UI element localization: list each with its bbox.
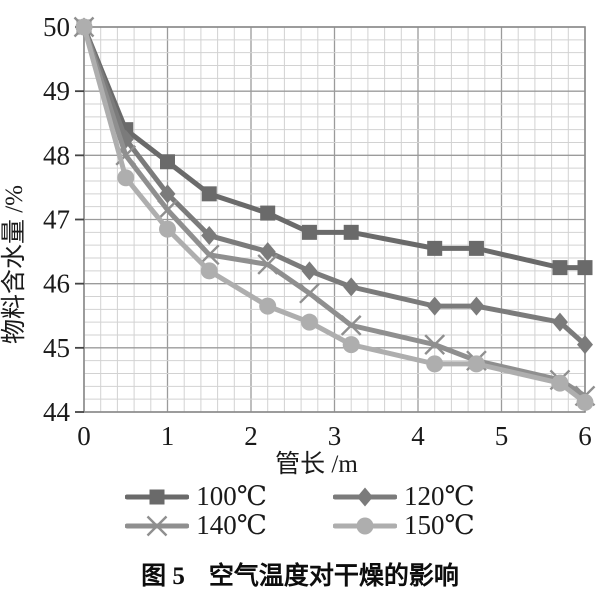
legend-sample-x: [125, 515, 190, 536]
x-tick-label: 2: [244, 421, 258, 451]
circle-marker: [426, 355, 444, 373]
legend-item-100c: 100℃: [125, 482, 267, 511]
diamond-marker: [201, 226, 218, 246]
legend-item-120c: 120℃: [333, 482, 475, 511]
legend-sample-diamond: [333, 487, 397, 506]
circle-marker: [356, 517, 374, 534]
diamond-marker: [551, 312, 568, 332]
y-tick-label: 47: [43, 205, 70, 235]
square-marker: [160, 154, 175, 170]
legend-item-150c: 150℃: [333, 511, 475, 540]
x-tick-label: 3: [328, 421, 342, 451]
circle-marker: [117, 169, 135, 187]
diamond-marker: [301, 261, 318, 281]
diamond-marker: [159, 184, 176, 204]
y-tick-label: 46: [43, 269, 70, 299]
y-tick-label: 50: [43, 12, 70, 42]
y-axis-title: 物料含水量 /%: [0, 185, 28, 344]
diamond-marker: [468, 296, 485, 316]
circle-marker: [300, 313, 318, 331]
diamond-marker: [259, 242, 276, 262]
x-tick-label: 0: [77, 421, 91, 451]
y-tick-label: 48: [43, 140, 70, 170]
square-marker: [149, 489, 165, 504]
legend-label: 100℃: [196, 481, 267, 511]
x-marker: [340, 315, 362, 336]
diamond-marker: [343, 277, 360, 297]
legend-sample-square: [125, 489, 190, 504]
chart-legend: 100℃ 120℃ 140℃ 150℃: [125, 482, 475, 540]
square-marker: [201, 186, 217, 202]
square-marker: [427, 240, 443, 256]
x-marker: [257, 254, 279, 275]
x-tick-label: 1: [161, 421, 175, 451]
circle-marker: [75, 18, 93, 36]
circle-marker: [551, 374, 569, 392]
circle-marker: [259, 297, 277, 315]
circle-marker: [467, 355, 485, 373]
y-tick-label: 45: [43, 333, 70, 363]
diamond-marker: [577, 335, 593, 355]
diamond-marker: [426, 296, 443, 316]
legend-label: 120℃: [404, 481, 475, 511]
square-marker: [552, 260, 568, 276]
y-tick-label: 44: [43, 397, 71, 427]
figure: 44 45 46 47 48 49 50 0 1 2 3 4 5 6 管长 /m 物料含水量 /% 100℃ 1…: [0, 12, 600, 592]
x-tick-label: 6: [578, 421, 592, 451]
square-marker: [301, 224, 317, 240]
legend-sample-circle: [333, 517, 397, 534]
square-marker: [343, 224, 359, 240]
x-tick-label: 4: [411, 421, 425, 451]
figure-caption: 图 5 空气温度对干燥的影响: [0, 556, 600, 592]
x-marker: [424, 334, 446, 355]
legend-label: 150℃: [404, 510, 475, 540]
circle-marker: [576, 393, 594, 411]
circle-marker: [159, 220, 176, 238]
x-marker: [146, 515, 168, 536]
square-marker: [577, 260, 593, 276]
diamond-marker: [357, 487, 373, 506]
circle-marker: [200, 262, 218, 280]
x-marker: [157, 199, 178, 221]
legend-item-140c: 140℃: [125, 511, 267, 540]
circle-marker: [342, 336, 360, 354]
figure-title: 空气温度对干燥的影响: [208, 563, 459, 590]
figure-number: 图 5: [141, 563, 185, 590]
x-marker: [299, 282, 320, 304]
square-marker: [468, 240, 484, 256]
x-tick-label: 5: [495, 421, 509, 451]
x-axis-title: 管长 /m: [275, 450, 358, 478]
y-tick-label: 49: [43, 76, 70, 106]
legend-label: 140℃: [196, 510, 267, 540]
square-marker: [260, 205, 276, 221]
